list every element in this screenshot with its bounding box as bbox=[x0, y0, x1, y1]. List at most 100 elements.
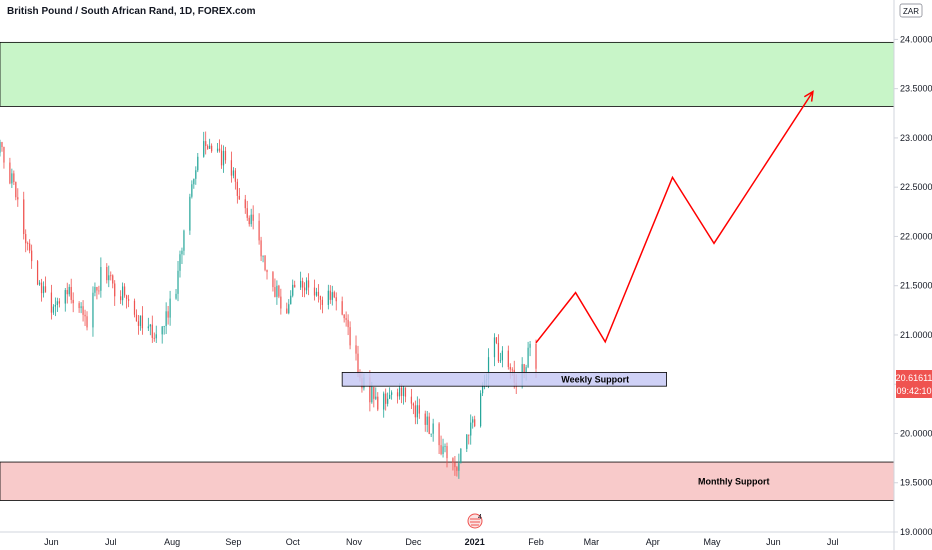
weekly-support-label: Weekly Support bbox=[561, 374, 629, 384]
price-tick-label: 20.00000 bbox=[900, 428, 932, 438]
candle-down bbox=[347, 319, 349, 328]
candle-down bbox=[248, 217, 250, 225]
candle-up bbox=[466, 434, 468, 449]
candle-down bbox=[385, 393, 387, 404]
last-price-badge: 20.61611 09:42:10 bbox=[896, 370, 932, 398]
candle-down bbox=[3, 147, 5, 163]
candle-up bbox=[398, 387, 401, 397]
events-marker[interactable]: 4 bbox=[467, 513, 483, 529]
candle-down bbox=[36, 261, 39, 285]
candle-down bbox=[468, 434, 470, 436]
candle-up bbox=[276, 285, 278, 297]
candle-up bbox=[149, 324, 151, 327]
monthly-support-zone[interactable] bbox=[0, 461, 895, 501]
candle-down bbox=[70, 286, 72, 300]
candle-down bbox=[280, 296, 282, 309]
candle-up bbox=[56, 301, 58, 306]
candle-down bbox=[218, 148, 221, 151]
price-tick-label: 24.00000 bbox=[900, 34, 932, 44]
candle-down bbox=[112, 275, 114, 284]
price-tick-label: 23.00000 bbox=[900, 133, 932, 143]
time-tick-label: Apr bbox=[646, 537, 660, 547]
candle-down bbox=[236, 181, 238, 196]
candle-up bbox=[416, 405, 418, 418]
candle-down bbox=[234, 170, 236, 182]
price-tick-label: 21.00000 bbox=[900, 330, 932, 340]
candle-down bbox=[349, 327, 351, 346]
candle-down bbox=[509, 367, 511, 370]
candle-down bbox=[286, 308, 288, 314]
candle-up bbox=[529, 343, 531, 348]
candle-down bbox=[98, 290, 100, 292]
candle-up bbox=[470, 422, 472, 436]
candle-down bbox=[1, 142, 3, 148]
candle-up bbox=[375, 396, 377, 399]
candle-up bbox=[175, 293, 177, 299]
weekly-support-zone[interactable] bbox=[341, 371, 667, 387]
candle-up bbox=[147, 326, 149, 329]
candle-down bbox=[230, 160, 233, 176]
candle-up bbox=[499, 360, 502, 362]
resistance-zone[interactable] bbox=[0, 41, 895, 107]
candle-down bbox=[58, 301, 60, 304]
candle-down bbox=[50, 292, 53, 313]
candle-up bbox=[432, 423, 434, 434]
candle-down bbox=[369, 377, 371, 403]
candle-down bbox=[302, 280, 304, 288]
candle-down bbox=[373, 387, 375, 399]
candle-up bbox=[480, 393, 482, 427]
candle-down bbox=[40, 282, 43, 294]
candle-down bbox=[258, 220, 260, 241]
time-tick-label: Jul bbox=[827, 537, 839, 547]
candle-up bbox=[216, 148, 219, 152]
candle-up bbox=[64, 290, 66, 304]
candle-down bbox=[355, 345, 357, 354]
candle-up bbox=[0, 142, 1, 153]
currency-box bbox=[899, 3, 923, 18]
candle-up bbox=[460, 448, 462, 464]
candle-up bbox=[387, 398, 389, 404]
candle-up bbox=[472, 419, 474, 423]
candle-up bbox=[209, 145, 211, 149]
candle-down bbox=[72, 299, 74, 304]
projection-path[interactable] bbox=[535, 91, 814, 344]
candle-up bbox=[80, 306, 82, 309]
candle-down bbox=[224, 150, 227, 161]
candle-down bbox=[84, 314, 86, 317]
time-axis[interactable]: Jun Jul Aug Sep Oct Nov Dec 2021 Feb Mar Apr May Jun… bbox=[44, 537, 838, 547]
candle-up bbox=[292, 284, 294, 296]
candle-down bbox=[29, 243, 31, 251]
candle-up bbox=[189, 196, 191, 231]
time-tick-label: Aug bbox=[164, 537, 180, 547]
candle-down bbox=[345, 318, 347, 320]
candle-down bbox=[264, 255, 266, 270]
candle-down bbox=[410, 396, 413, 404]
price-axis[interactable]: 19.0000019.5000020.0000020.5000021.00000… bbox=[894, 34, 932, 537]
candle-up bbox=[250, 214, 252, 225]
candle-up bbox=[42, 286, 45, 294]
candle-down bbox=[23, 199, 25, 235]
candle-down bbox=[333, 292, 335, 298]
candle-down bbox=[15, 182, 17, 198]
candle-down bbox=[133, 300, 136, 315]
candle-up bbox=[191, 184, 193, 197]
candle-up bbox=[288, 304, 290, 314]
currency-label-box: ZAR bbox=[899, 3, 923, 18]
candle-up bbox=[262, 255, 264, 257]
candle-down bbox=[495, 337, 498, 343]
candle-down bbox=[357, 353, 359, 375]
candle-down bbox=[507, 350, 509, 368]
candle-down bbox=[244, 199, 246, 209]
candle-up bbox=[430, 433, 432, 435]
time-tick-label: Dec bbox=[405, 537, 422, 547]
candle-up bbox=[331, 292, 333, 300]
candle-up bbox=[163, 326, 165, 327]
candle-down bbox=[246, 208, 248, 218]
candle-down bbox=[220, 150, 223, 166]
candle-down bbox=[252, 214, 254, 221]
candle-up bbox=[203, 141, 205, 157]
candle-down bbox=[428, 416, 430, 434]
candle-down bbox=[319, 296, 322, 300]
